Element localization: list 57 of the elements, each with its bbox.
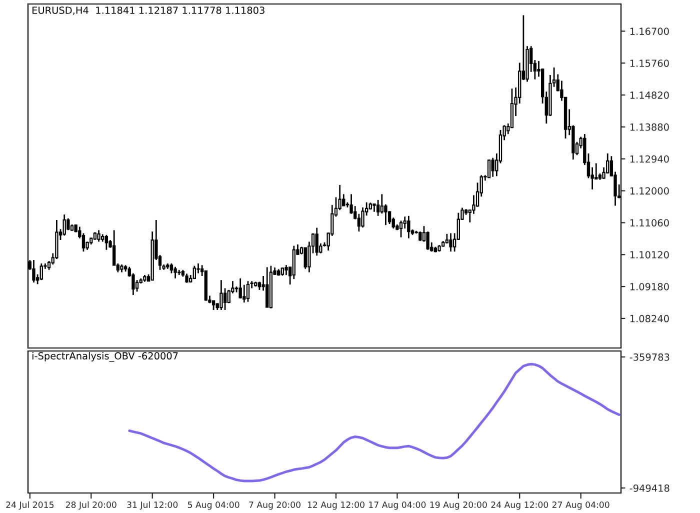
candlestick (472, 194, 476, 215)
candlestick (445, 233, 449, 244)
candlestick (220, 279, 223, 311)
candlestick (380, 193, 384, 214)
candlestick (32, 259, 36, 284)
candlestick (192, 265, 196, 280)
candlestick (487, 158, 491, 179)
candlestick (399, 220, 403, 238)
y-tick-label: 1.14820 (630, 91, 669, 99)
candlestick (242, 284, 246, 304)
x-tick-label: 5 Aug 04:00 (188, 501, 240, 510)
x-tick-label: 27 Aug 04:00 (552, 501, 610, 510)
candlestick (174, 266, 177, 280)
candlestick (97, 229, 100, 242)
candlestick (403, 216, 406, 230)
y-tick-label: 1.16700 (630, 28, 669, 35)
candlestick (342, 193, 346, 207)
x-tick-label: 24 Aug 12:00 (491, 501, 548, 510)
candlestick (62, 214, 66, 236)
candlestick (238, 278, 242, 300)
candlestick (304, 246, 307, 270)
candlestick (104, 234, 108, 251)
x-tick-label: 28 Jul 20:00 (66, 501, 116, 510)
candlestick (315, 227, 318, 256)
candlestick (223, 288, 227, 311)
candlestick (361, 206, 364, 228)
chart-title: i-SpectrAnalysis_OBV -620007 (32, 352, 178, 362)
y-tick-label: 1.09180 (630, 283, 669, 290)
candlestick (40, 262, 43, 281)
x-tick-label: 12 Aug 12:00 (308, 501, 364, 510)
candlestick (491, 157, 494, 178)
candlestick (185, 272, 188, 284)
chart-title: EURUSD,H4 1.11841 1.12187 1.11778 1.11803 (32, 6, 264, 15)
line-series (128, 362, 620, 482)
candlestick (418, 230, 422, 242)
y-tick-label: 1.12940 (630, 155, 669, 163)
y-tick-label: 1.08240 (630, 314, 669, 322)
x-tick-label: 24 Jul 2015 (6, 501, 54, 510)
candlestick (449, 232, 452, 252)
y-tick-label: 1.10120 (630, 251, 669, 258)
y-tick-label: -359783 (630, 353, 670, 361)
x-tick-label: 17 Aug 04:00 (369, 501, 426, 510)
x-tick-label: 31 Jul 12:00 (127, 501, 178, 510)
x-tick-label: 19 Aug 20:00 (430, 501, 487, 510)
candlestick (246, 280, 250, 303)
y-tick-label: 1.13880 (630, 123, 669, 131)
y-tick-label: 1.15760 (630, 60, 669, 67)
candlestick (284, 264, 288, 276)
candlestick (66, 218, 70, 231)
y-tick-label: 1.11060 (630, 219, 669, 227)
candlestick (407, 215, 410, 240)
candlestick (384, 204, 388, 226)
candlestick (212, 300, 216, 311)
y-tick-label: -949418 (630, 484, 670, 492)
candlestick (266, 266, 269, 308)
x-tick-label: 7 Aug 20:00 (249, 501, 300, 510)
y-tick-label: 1.12000 (630, 187, 669, 195)
